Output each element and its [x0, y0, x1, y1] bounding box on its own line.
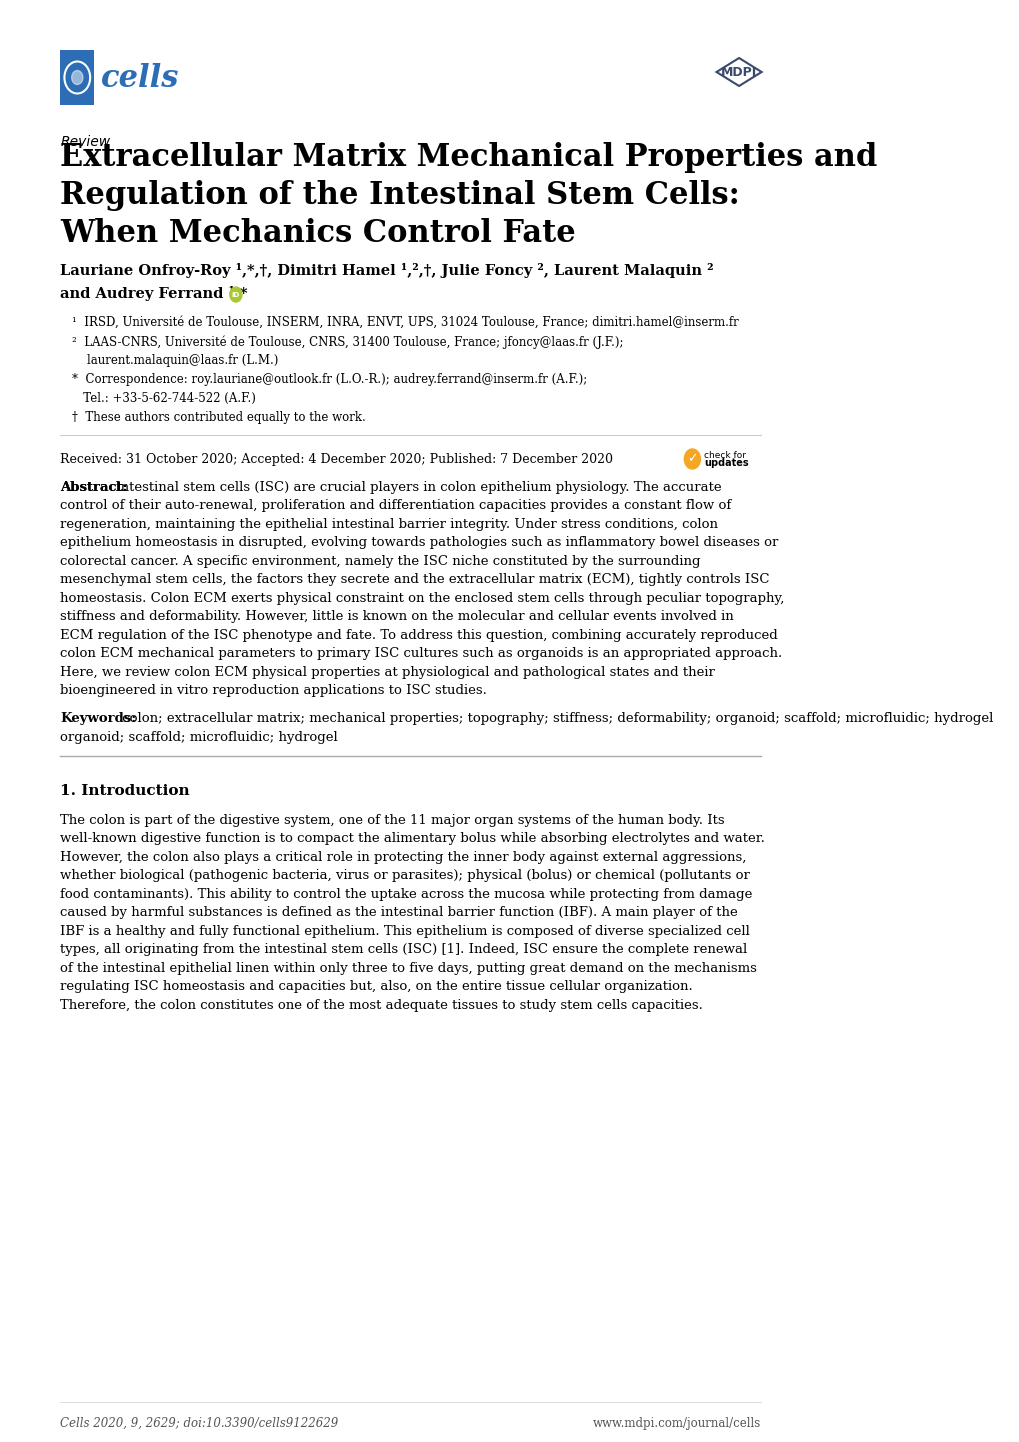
Text: Abstract:: Abstract: [60, 482, 127, 495]
Text: Abstract:: Abstract: [60, 482, 127, 495]
Text: updates: updates [704, 459, 748, 469]
Text: The colon is part of the digestive system, one of the 11 major organ systems of : The colon is part of the digestive syste… [60, 813, 725, 826]
Text: control of their auto-renewal, proliferation and differentiation capacities prov: control of their auto-renewal, prolifera… [60, 499, 731, 512]
Text: ¹  IRSD, Université de Toulouse, INSERM, INRA, ENVT, UPS, 31024 Toulouse, France: ¹ IRSD, Université de Toulouse, INSERM, … [72, 316, 739, 329]
Text: Lauriane Onfroy-Roy ¹,*,†, Dimitri Hamel ¹,²,†, Julie Foncy ², Laurent Malaquin : Lauriane Onfroy-Roy ¹,*,†, Dimitri Hamel… [60, 262, 713, 278]
Text: Tel.: +33-5-62-744-522 (A.F.): Tel.: +33-5-62-744-522 (A.F.) [72, 392, 256, 405]
Text: and Audrey Ferrand ¹,*: and Audrey Ferrand ¹,* [60, 286, 248, 301]
Text: regulating ISC homeostasis and capacities but, also, on the entire tissue cellul: regulating ISC homeostasis and capacitie… [60, 981, 693, 994]
Text: However, the colon also plays a critical role in protecting the inner body again: However, the colon also plays a critical… [60, 851, 746, 864]
Text: ✓: ✓ [687, 453, 697, 466]
Text: Regulation of the Intestinal Stem Cells:: Regulation of the Intestinal Stem Cells: [60, 180, 740, 211]
Text: homeostasis. Colon ECM exerts physical constraint on the enclosed stem cells thr: homeostasis. Colon ECM exerts physical c… [60, 593, 784, 606]
Text: Extracellular Matrix Mechanical Properties and: Extracellular Matrix Mechanical Properti… [60, 141, 877, 173]
Text: mesenchymal stem cells, the factors they secrete and the extracellular matrix (E: mesenchymal stem cells, the factors they… [60, 574, 769, 587]
Text: When Mechanics Control Fate: When Mechanics Control Fate [60, 218, 576, 249]
FancyBboxPatch shape [60, 50, 94, 105]
Text: Intestinal stem cells (ISC) are crucial players in colon epithelium physiology. : Intestinal stem cells (ISC) are crucial … [111, 482, 721, 495]
Text: well-known digestive function is to compact the alimentary bolus while absorbing: well-known digestive function is to comp… [60, 832, 764, 845]
Text: colorectal cancer. A specific environment, namely the ISC niche constituted by t: colorectal cancer. A specific environmen… [60, 555, 700, 568]
Text: *  Correspondence: roy.lauriane@outlook.fr (L.O.-R.); audrey.ferrand@inserm.fr (: * Correspondence: roy.lauriane@outlook.f… [72, 373, 587, 386]
Text: ECM regulation of the ISC phenotype and fate. To address this question, combinin: ECM regulation of the ISC phenotype and … [60, 629, 777, 642]
Text: caused by harmful substances is defined as the intestinal barrier function (IBF): caused by harmful substances is defined … [60, 906, 738, 919]
Text: colon ECM mechanical parameters to primary ISC cultures such as organoids is an : colon ECM mechanical parameters to prima… [60, 647, 782, 660]
Text: colon; extracellular matrix; mechanical properties; topography; stiffness; defor: colon; extracellular matrix; mechanical … [118, 712, 993, 725]
Text: epithelium homeostasis in disrupted, evolving towards pathologies such as inflam: epithelium homeostasis in disrupted, evo… [60, 536, 777, 549]
Text: cells: cells [101, 62, 179, 94]
Text: 1. Introduction: 1. Introduction [60, 784, 190, 797]
Text: types, all originating from the intestinal stem cells (ISC) [1]. Indeed, ISC ens: types, all originating from the intestin… [60, 943, 747, 956]
Text: iD: iD [231, 291, 239, 297]
Text: www.mdpi.com/journal/cells: www.mdpi.com/journal/cells [592, 1417, 760, 1430]
Text: bioengineered in vitro reproduction applications to ISC studies.: bioengineered in vitro reproduction appl… [60, 685, 487, 698]
Text: organoid; scaffold; microfluidic; hydrogel: organoid; scaffold; microfluidic; hydrog… [60, 731, 338, 744]
Text: regeneration, maintaining the epithelial intestinal barrier integrity. Under str: regeneration, maintaining the epithelial… [60, 518, 717, 531]
Text: of the intestinal epithelial linen within only three to five days, putting great: of the intestinal epithelial linen withi… [60, 962, 756, 975]
Text: Here, we review colon ECM physical properties at physiological and pathological : Here, we review colon ECM physical prope… [60, 666, 714, 679]
Text: whether biological (pathogenic bacteria, virus or parasites); physical (bolus) o: whether biological (pathogenic bacteria,… [60, 870, 750, 883]
Text: Cells 2020, 9, 2629; doi:10.3390/cells9122629: Cells 2020, 9, 2629; doi:10.3390/cells91… [60, 1417, 338, 1430]
Text: check for: check for [704, 450, 746, 460]
Text: Therefore, the colon constitutes one of the most adequate tissues to study stem : Therefore, the colon constitutes one of … [60, 999, 702, 1012]
Text: †  These authors contributed equally to the work.: † These authors contributed equally to t… [72, 411, 366, 424]
Circle shape [71, 71, 83, 85]
Text: food contaminants). This ability to control the uptake across the mucosa while p: food contaminants). This ability to cont… [60, 888, 752, 901]
Text: Received: 31 October 2020; Accepted: 4 December 2020; Published: 7 December 2020: Received: 31 October 2020; Accepted: 4 D… [60, 453, 612, 466]
Text: IBF is a healthy and fully functional epithelium. This epithelium is composed of: IBF is a healthy and fully functional ep… [60, 924, 750, 937]
Text: MDPI: MDPI [720, 65, 756, 78]
Circle shape [229, 287, 242, 301]
Circle shape [684, 448, 700, 469]
Text: ²  LAAS-CNRS, Université de Toulouse, CNRS, 31400 Toulouse, France; jfoncy@laas.: ² LAAS-CNRS, Université de Toulouse, CNR… [72, 335, 624, 349]
Text: laurent.malaquin@laas.fr (L.M.): laurent.malaquin@laas.fr (L.M.) [72, 353, 278, 368]
Text: Keywords:: Keywords: [60, 712, 137, 725]
Text: Review: Review [60, 136, 110, 149]
Text: stiffness and deformability. However, little is known on the molecular and cellu: stiffness and deformability. However, li… [60, 610, 734, 623]
